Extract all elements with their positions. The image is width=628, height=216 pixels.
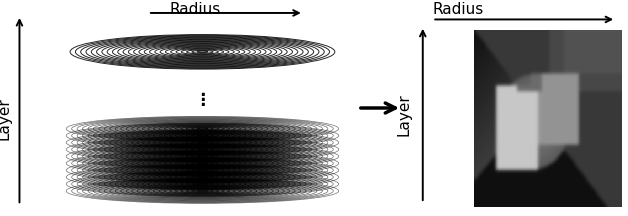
Text: Layer: Layer xyxy=(0,97,11,140)
Text: ⋮: ⋮ xyxy=(194,91,211,110)
Text: Radius: Radius xyxy=(432,2,484,17)
Text: Radius: Radius xyxy=(169,2,220,17)
Text: Layer: Layer xyxy=(396,93,411,136)
